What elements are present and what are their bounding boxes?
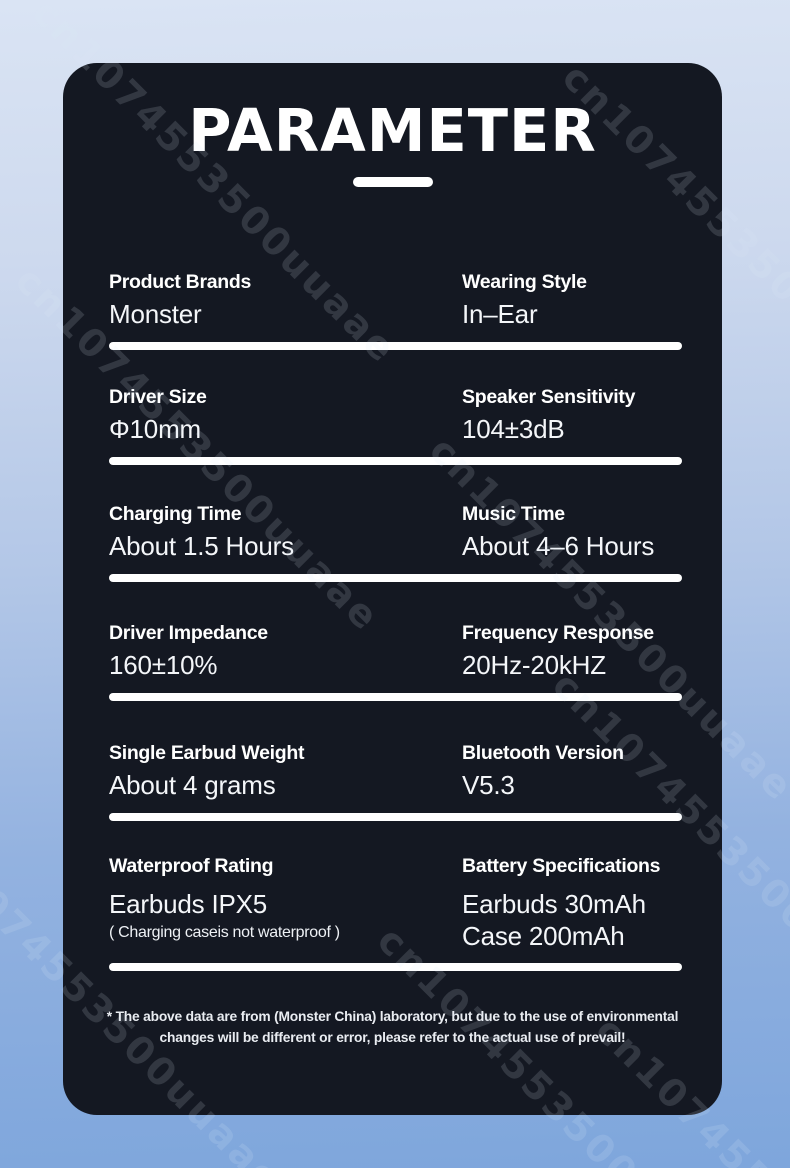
spec-label: Single Earbud Weight xyxy=(109,742,305,764)
spec-cell: Battery Specifications Earbuds 30mAh Cas… xyxy=(462,855,682,952)
spec-cell: Bluetooth Version V5.3 xyxy=(462,742,682,802)
spec-value: V5.3 xyxy=(462,770,515,801)
spec-label: Speaker Sensitivity xyxy=(462,386,636,408)
spec-value-secondary: Case 200mAh xyxy=(462,920,625,951)
spec-cell: Charging Time About 1.5 Hours xyxy=(109,503,462,563)
spec-value: 104±3dB xyxy=(462,414,565,445)
spec-value: Φ10mm xyxy=(109,414,201,445)
row-divider xyxy=(109,692,682,701)
spec-row: Driver Impedance 160±10% Frequency Respo… xyxy=(109,622,682,701)
footnote-line-1: * The above data are from (Monster China… xyxy=(106,1009,679,1024)
spec-row: Waterproof Rating Earbuds IPX5 ( Chargin… xyxy=(109,855,682,971)
spec-row: Product Brands Monster Wearing Style In–… xyxy=(109,271,682,350)
spec-value: In–Ear xyxy=(462,299,538,330)
spec-cell: Speaker Sensitivity 104±3dB xyxy=(462,386,682,446)
spec-label: Wearing Style xyxy=(462,271,587,293)
spec-value: About 1.5 Hours xyxy=(109,531,294,562)
row-divider xyxy=(109,573,682,582)
spec-label: Driver Size xyxy=(109,386,207,408)
spec-value: 160±10% xyxy=(109,650,218,681)
spec-value: 20Hz-20kHZ xyxy=(462,650,606,681)
row-divider xyxy=(109,962,682,971)
spec-cell: Single Earbud Weight About 4 grams xyxy=(109,742,462,802)
spec-cell: Product Brands Monster xyxy=(109,271,462,331)
spec-label: Charging Time xyxy=(109,503,242,525)
title-section: PARAMETER xyxy=(63,63,722,187)
spec-cell: Driver Size Φ10mm xyxy=(109,386,462,446)
row-divider xyxy=(109,812,682,821)
footnote: * The above data are from (Monster China… xyxy=(93,1006,692,1049)
row-divider xyxy=(109,341,682,350)
title-underline xyxy=(352,177,433,187)
spec-card: PARAMETER Product Brands Monster Wearing… xyxy=(63,63,722,1115)
spec-label: Driver Impedance xyxy=(109,622,268,644)
footnote-line-2: changes will be different or error, plea… xyxy=(159,1030,626,1046)
spec-cell: Waterproof Rating Earbuds IPX5 ( Chargin… xyxy=(109,855,462,952)
spec-note: ( Charging caseis not waterproof ) xyxy=(109,923,340,941)
spec-value: Earbuds IPX5 xyxy=(109,889,268,920)
spec-value: Earbuds 30mAh xyxy=(462,889,646,920)
spec-label: Bluetooth Version xyxy=(462,742,624,764)
row-divider xyxy=(109,456,682,465)
spec-value: Monster xyxy=(109,299,202,330)
spec-row: Driver Size Φ10mm Speaker Sensitivity 10… xyxy=(109,386,682,465)
spec-cell: Music Time About 4–6 Hours xyxy=(462,503,682,563)
spec-cell: Driver Impedance 160±10% xyxy=(109,622,462,682)
spec-cell: Frequency Response 20Hz-20kHZ xyxy=(462,622,682,682)
spec-label: Battery Specifications xyxy=(462,855,661,877)
spec-cell: Wearing Style In–Ear xyxy=(462,271,682,331)
page-title: PARAMETER xyxy=(188,96,597,165)
spec-row: Charging Time About 1.5 Hours Music Time… xyxy=(109,503,682,582)
spec-label: Music Time xyxy=(462,503,565,525)
spec-label: Frequency Response xyxy=(462,622,654,644)
spec-row: Single Earbud Weight About 4 grams Bluet… xyxy=(109,742,682,821)
spec-label: Waterproof Rating xyxy=(109,855,274,877)
spec-value: About 4–6 Hours xyxy=(462,531,655,562)
spec-value: About 4 grams xyxy=(109,770,276,801)
spec-label: Product Brands xyxy=(109,271,252,293)
